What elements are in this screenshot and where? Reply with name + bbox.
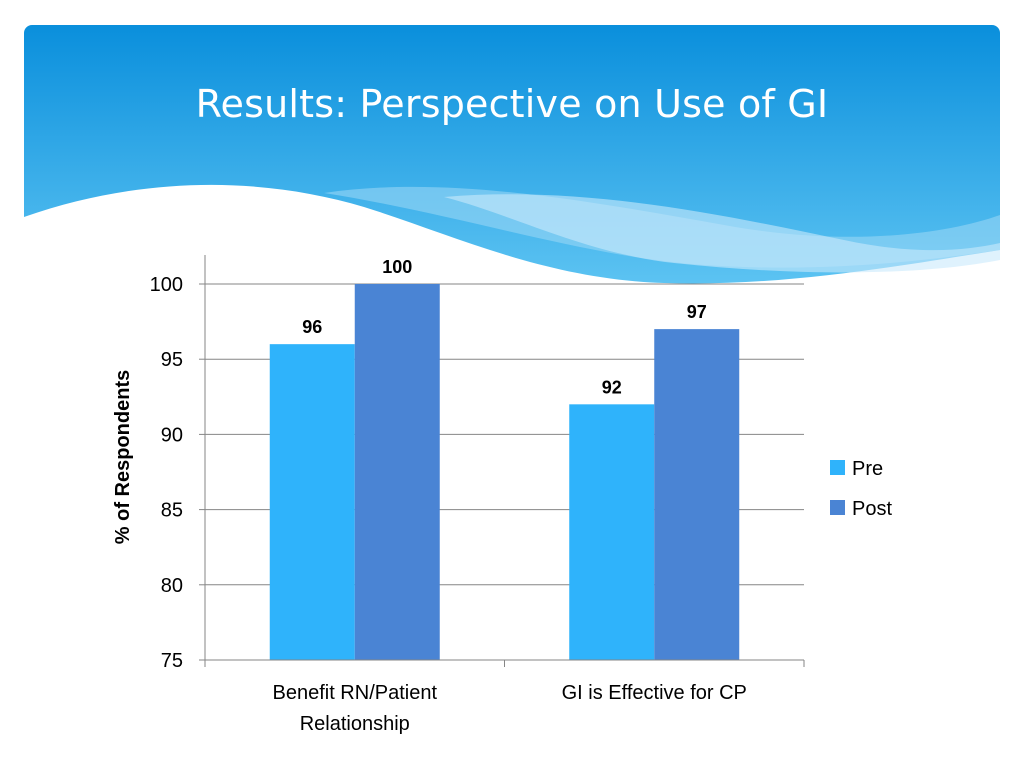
data-label: 97 [687, 302, 707, 322]
data-label: 96 [302, 317, 322, 337]
data-label: 100 [382, 257, 412, 277]
slide-title: Results: Perspective on Use of GI [195, 82, 829, 126]
bar-post-0 [354, 284, 440, 660]
y-tick-label: 95 [161, 349, 183, 371]
legend-label-post: Post [852, 498, 892, 520]
y-tick-label: 85 [161, 500, 183, 522]
x-category-label: Benefit RN/Patient [272, 682, 437, 704]
labels: 75 80 85 90 95 100 96 100 Benefit RN/Patient Rela… [112, 257, 747, 735]
y-tick-label: 100 [150, 274, 183, 296]
bar-pre-1 [569, 404, 655, 660]
bar-pre-0 [269, 344, 355, 660]
header-wave-graphic [24, 25, 1000, 284]
y-tick-label: 80 [161, 575, 183, 597]
axes [199, 255, 805, 667]
y-tick-label: 90 [161, 424, 183, 446]
x-category-label: GI is Effective for CP [562, 682, 747, 704]
header-banner [24, 25, 1000, 295]
legend: Pre Post [830, 458, 892, 520]
legend-swatch-post [830, 500, 845, 515]
legend-swatch-pre [830, 460, 845, 475]
y-axis-title: % of Respondents [112, 370, 134, 544]
data-label: 92 [602, 377, 622, 397]
y-tick-label: 75 [161, 650, 183, 672]
bar-post-1 [654, 329, 740, 660]
x-category-label: Relationship [300, 713, 410, 735]
legend-label-pre: Pre [852, 458, 883, 480]
bars [269, 284, 740, 660]
